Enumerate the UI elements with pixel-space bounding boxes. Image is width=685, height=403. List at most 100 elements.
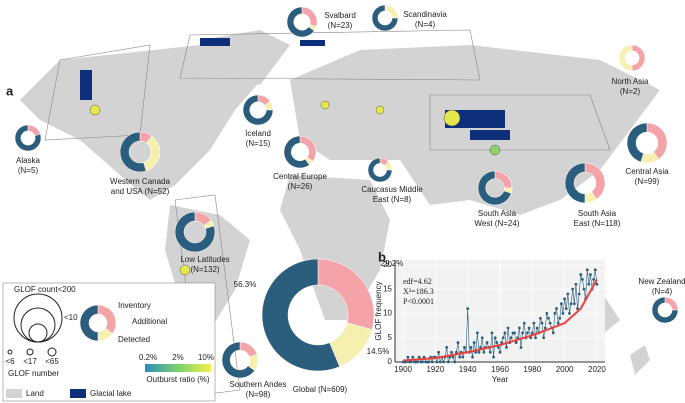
donut-segment [27,124,41,137]
donut-segment [631,44,646,72]
lake-patch [80,70,92,100]
data-point [585,268,589,272]
legend-text: GLOF number [8,369,59,378]
lake-patch [300,40,325,46]
data-point [472,341,476,344]
data-point [480,336,484,340]
data-point [406,355,410,359]
legend-text: Glacial lake [90,389,132,398]
data-point [446,360,450,364]
region-label: North Asia [612,77,649,86]
annotation: Χ²=186.3 [403,287,434,296]
legend-text: Inventory [118,301,151,310]
data-point [505,346,508,349]
legend-text: <65 [45,357,59,366]
data-point [579,273,583,276]
donut-segment [242,94,274,126]
data-point [496,346,500,349]
donut-segment [664,296,679,311]
data-point [513,331,516,335]
donut-segment [174,211,216,253]
data-point [561,312,565,315]
size-key [28,323,48,343]
annotation: edf=4.62 [403,277,432,286]
donut-segment [618,44,633,72]
inset-chart: 0 5 10 15 20 1900 1920 1940 1960 1980 2000 2020 Year… [374,260,606,384]
region-label: Iceland [245,129,271,138]
legend-text: 0.2% [139,353,157,362]
x-tick-label: 1960 [491,365,509,374]
region-label: (N=5) [18,166,39,175]
data-point [534,336,537,340]
data-point [526,331,529,335]
new-zealand [630,345,650,375]
x-tick-label: 1920 [426,365,444,374]
data-point [503,331,507,335]
data-point [450,350,453,354]
donut-segment [371,4,399,32]
x-tick-label: 1980 [523,365,541,374]
legend-text: 2% [172,353,184,362]
y-tick-label: 0 [388,357,393,366]
donut-segment [651,296,679,324]
land-swatch [6,389,22,398]
panel-frame [429,94,611,151]
data-point [461,355,465,359]
y-tick-label: 15 [383,284,392,293]
donut-segment [384,4,399,19]
legend-text: Outburst ratio (%) [146,375,209,384]
donut-segment [626,122,648,163]
data-point [553,312,557,315]
donut-segment [221,341,255,379]
size-key [7,349,13,355]
y-tick-label: 10 [383,309,392,318]
region-label: South Asia [478,209,517,218]
lake-swatch [70,389,86,398]
donut-segment [283,135,310,169]
data-point [540,321,544,325]
region-label: (N=132) [190,265,219,274]
region-label: Western Canada [110,177,170,186]
legend-swatch [79,304,99,342]
glof-site [375,105,385,115]
data-point [589,273,592,276]
data-point [548,321,552,325]
panel-frame [179,29,481,81]
region-label: (N=26) [288,182,313,191]
data-point [422,355,426,359]
data-point [527,326,531,330]
x-tick-label: 1900 [394,365,412,374]
region-label: (N=23) [328,21,353,30]
data-point [471,355,474,359]
data-point [409,360,413,364]
data-point [574,282,578,286]
legend-text: 10% [198,353,214,362]
donut-segment [564,162,586,204]
panel-label: a [6,83,14,98]
donut-segment [477,170,512,206]
data-point [458,355,462,359]
data-point [427,360,431,364]
glof-site [179,264,191,276]
data-point [485,341,489,344]
data-point [456,341,460,344]
region-label: (N=15) [246,139,271,148]
data-point [519,346,523,349]
data-point [466,307,470,310]
region-label: South Asia [578,209,617,218]
lake-patch [470,130,510,140]
data-point [559,302,563,306]
data-point [430,360,434,364]
data-point [543,326,547,330]
data-point [580,278,584,281]
legend-text: <6 [5,357,15,366]
y-axis-label: GLOF frequency [374,281,383,340]
data-point [506,326,510,330]
y-tick-label: 5 [388,333,393,342]
region-label: West (N=24) [475,219,520,228]
region-label: (N=4) [652,287,673,296]
size-key [47,347,57,357]
x-axis-label: Year [492,375,509,384]
data-point [522,321,526,325]
data-point [566,292,570,296]
